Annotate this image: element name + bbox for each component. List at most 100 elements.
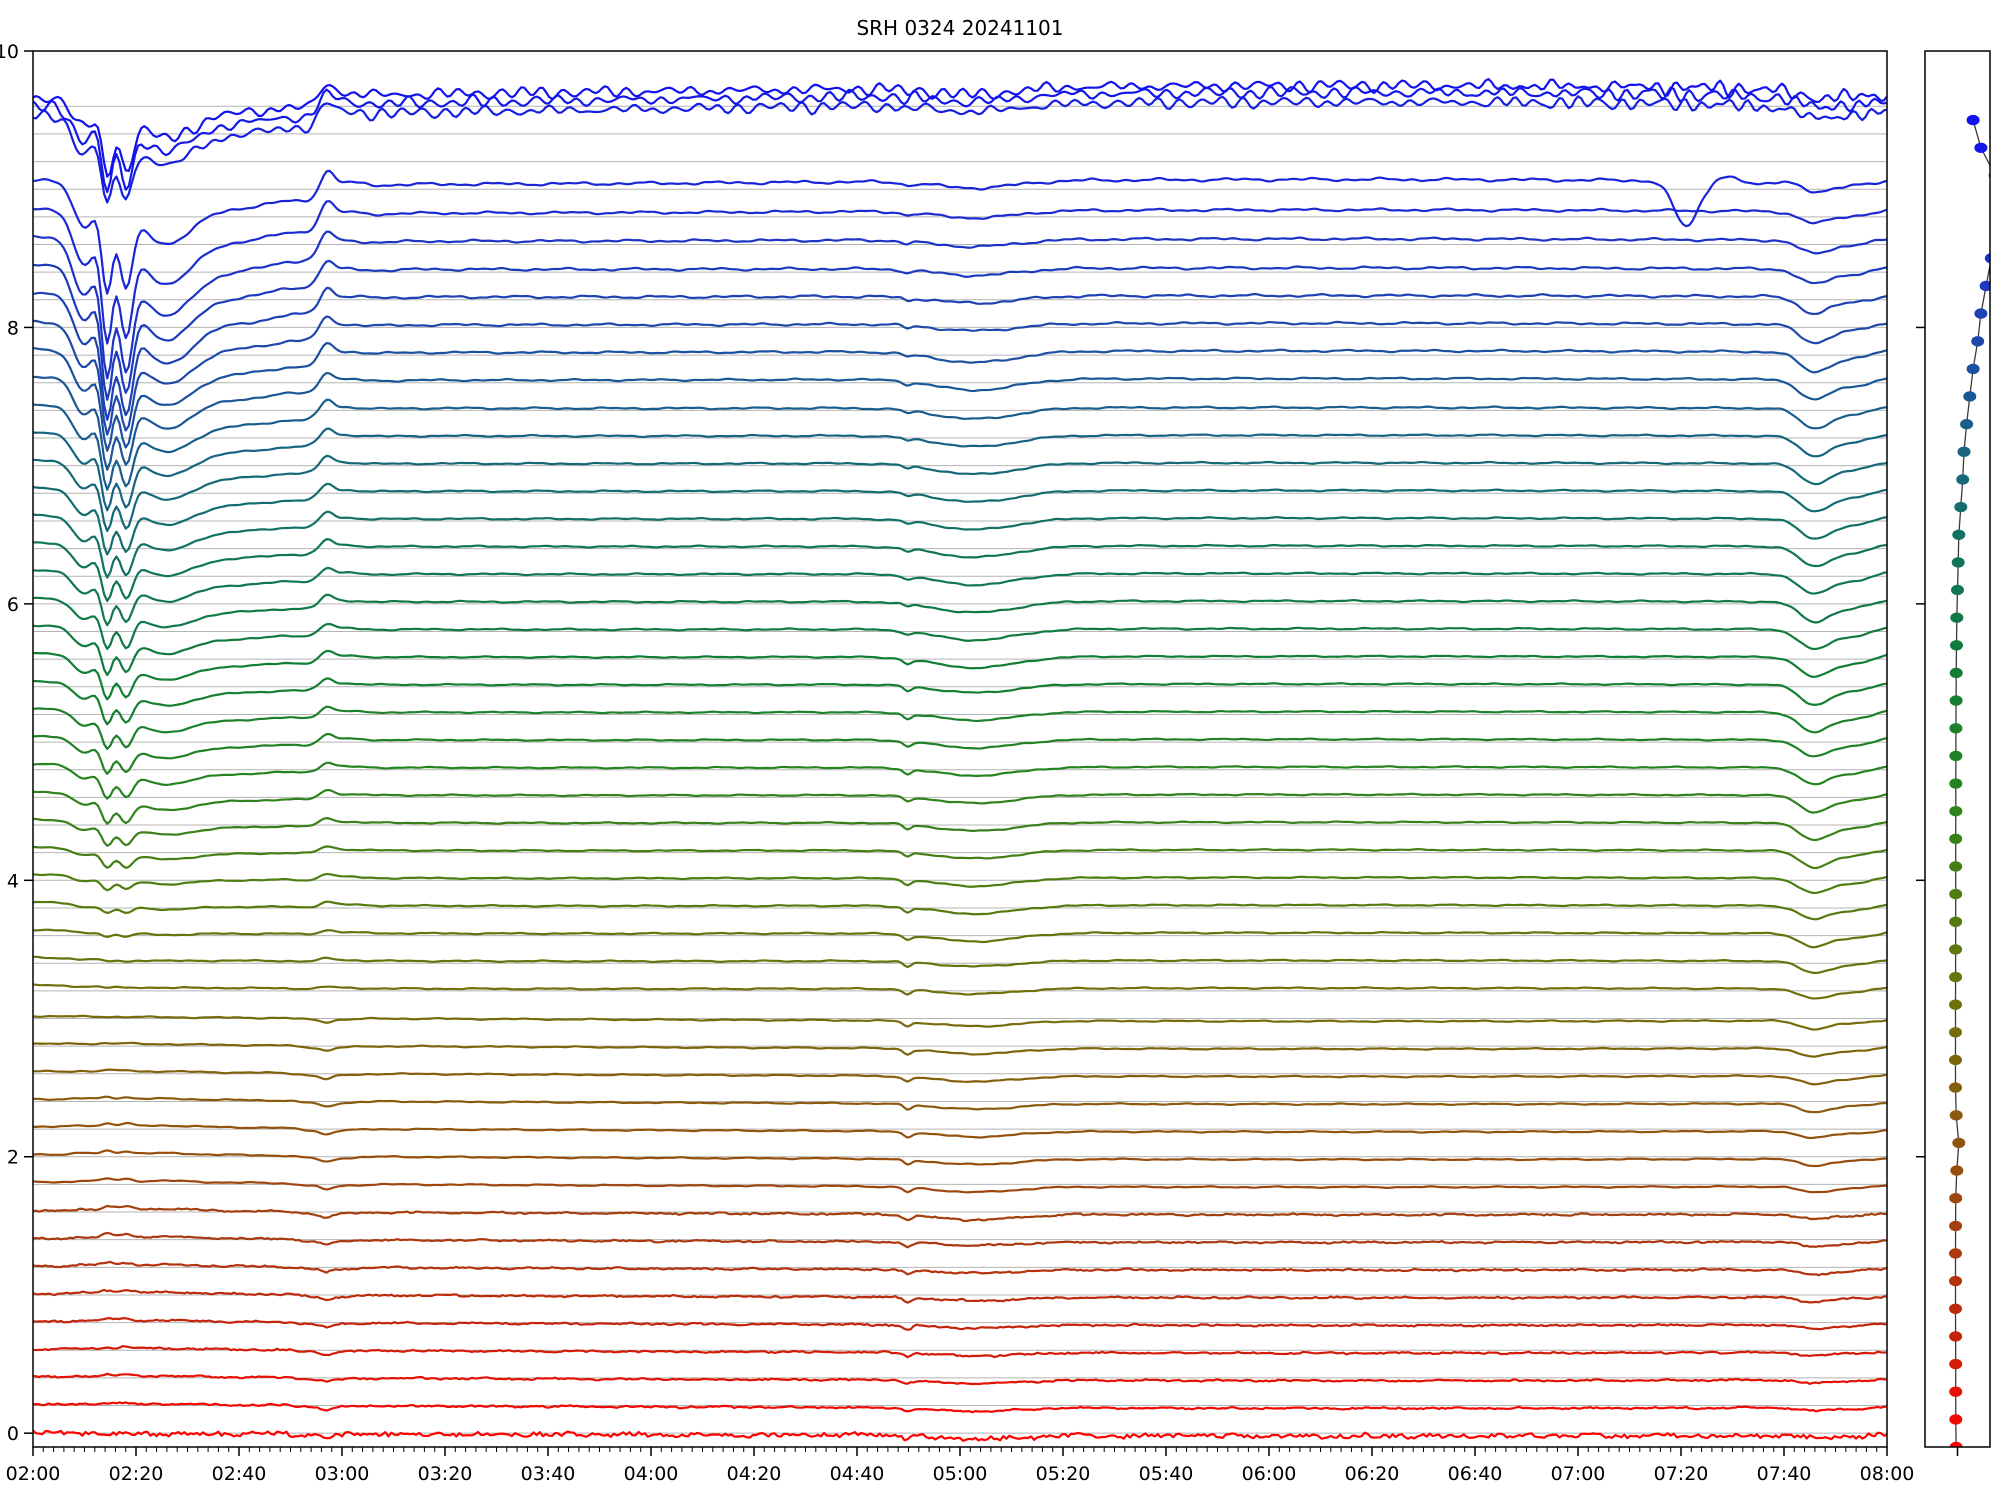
spectrum-dot bbox=[1949, 1303, 1962, 1315]
spectrum-dot bbox=[1949, 750, 1963, 762]
trace-line bbox=[33, 538, 1887, 603]
trace-line bbox=[33, 1288, 1887, 1304]
y-tick-label: 8 bbox=[7, 317, 19, 339]
y-tick-label: 6 bbox=[7, 594, 19, 616]
spectrum-dot bbox=[1979, 280, 1990, 292]
x-tick-label: 02:20 bbox=[109, 1463, 164, 1485]
x-tick-label: 05:00 bbox=[933, 1463, 988, 1485]
trace-line bbox=[33, 900, 1887, 921]
trace-line bbox=[33, 983, 1887, 1000]
trace-line bbox=[33, 398, 1887, 491]
spectrum-dot bbox=[1949, 667, 1963, 679]
x-tick-label: 03:40 bbox=[521, 1463, 576, 1485]
trace-line bbox=[33, 1177, 1887, 1194]
x-tick-label: 04:40 bbox=[830, 1463, 885, 1485]
spectrum-dot bbox=[1952, 1137, 1966, 1149]
x-tick-label: 06:40 bbox=[1448, 1463, 1503, 1485]
spectrum-dot bbox=[1949, 944, 1963, 955]
trace-line bbox=[33, 872, 1887, 895]
x-tick-label: 02:00 bbox=[6, 1463, 61, 1485]
trace-line bbox=[33, 593, 1887, 651]
x-tick-label: 05:40 bbox=[1139, 1463, 1194, 1485]
spectrum-dot bbox=[1951, 557, 1965, 568]
spectrum-dot bbox=[1949, 999, 1962, 1010]
trace-line bbox=[33, 677, 1887, 726]
spectrum-dot bbox=[1949, 1054, 1962, 1066]
spectrum-dot bbox=[1995, 198, 2000, 208]
trace-line bbox=[33, 259, 1887, 401]
spectrum-dot bbox=[1949, 723, 1963, 734]
spectrum-dot bbox=[1949, 1110, 1963, 1121]
x-tick-label: 06:00 bbox=[1242, 1463, 1297, 1485]
spectrum-dot bbox=[1949, 1331, 1963, 1342]
spectrum-dot bbox=[1949, 1414, 1963, 1425]
spectrum-dot bbox=[1949, 1248, 1962, 1259]
spectrum-dot bbox=[1960, 419, 1974, 430]
spectrum-dot bbox=[1949, 861, 1963, 872]
spectrum-dot bbox=[1963, 391, 1977, 402]
trace-line bbox=[33, 1317, 1887, 1331]
trace-line bbox=[33, 732, 1887, 775]
trace-line bbox=[33, 286, 1887, 421]
spectrum-dot bbox=[1954, 501, 1968, 513]
spectrum-panel-background bbox=[1925, 51, 1990, 1447]
x-tick-label: 07:40 bbox=[1757, 1463, 1812, 1485]
spectrum-dot bbox=[1949, 1193, 1963, 1204]
spectrum-dot bbox=[1966, 114, 1980, 126]
spectrum-dot bbox=[1974, 308, 1988, 319]
trace-line bbox=[33, 1095, 1887, 1114]
spectrum-dot bbox=[1974, 142, 1988, 153]
spectrum-dot bbox=[1956, 474, 1970, 485]
trace-line bbox=[33, 1372, 1887, 1386]
x-tick-label: 02:40 bbox=[212, 1463, 267, 1485]
trace-line bbox=[33, 1260, 1887, 1277]
spectrum-dot bbox=[1984, 253, 1990, 264]
spectrum-dot bbox=[1966, 363, 1980, 375]
spectrum-dot bbox=[1949, 1275, 1962, 1287]
trace-line bbox=[33, 85, 1887, 194]
trace-line bbox=[33, 1429, 1887, 1442]
x-tick-label: 08:00 bbox=[1860, 1463, 1915, 1485]
trace-line bbox=[33, 817, 1887, 847]
x-tick-label: 03:20 bbox=[418, 1463, 473, 1485]
y-tick-label: 4 bbox=[7, 870, 19, 892]
trace-line bbox=[33, 200, 1887, 345]
trace-line bbox=[33, 761, 1887, 800]
spectrum-dot bbox=[1949, 1358, 1963, 1370]
spectrum-dot bbox=[1949, 1386, 1963, 1397]
trace-line bbox=[33, 705, 1887, 750]
spectrum-dot bbox=[1949, 1441, 1963, 1447]
spectrum-dot bbox=[1950, 612, 1964, 623]
spectrum-dot bbox=[1950, 640, 1963, 651]
spectrum-dot bbox=[1950, 1165, 1964, 1176]
x-tick-label: 05:20 bbox=[1036, 1463, 1091, 1485]
spectrum-dot bbox=[1949, 806, 1963, 817]
trace-line bbox=[33, 371, 1887, 471]
trace-line bbox=[33, 622, 1887, 677]
spectrum-dot bbox=[1949, 1027, 1962, 1038]
plot-title: SRH 0324 20241101 bbox=[856, 16, 1064, 40]
trace-line bbox=[33, 566, 1887, 627]
trace-line bbox=[33, 95, 1887, 204]
x-tick-label: 04:20 bbox=[727, 1463, 782, 1485]
trace-line bbox=[33, 342, 1887, 452]
spectrum-dot bbox=[1957, 446, 1971, 457]
spectrum-dot bbox=[1949, 1082, 1962, 1093]
spectrum-dot bbox=[1949, 833, 1963, 844]
trace-line bbox=[33, 315, 1887, 436]
spectrum-dot bbox=[1949, 778, 1963, 789]
trace-line bbox=[33, 845, 1887, 870]
trace-line bbox=[33, 649, 1887, 701]
spectrum-dot bbox=[1949, 971, 1963, 983]
x-tick-label: 06:20 bbox=[1345, 1463, 1400, 1485]
x-tick-label: 07:20 bbox=[1654, 1463, 1709, 1485]
spectrum-dot bbox=[1971, 336, 1985, 347]
spectrum-dot bbox=[1952, 529, 1966, 540]
trace-line bbox=[33, 928, 1887, 949]
trace-line bbox=[33, 955, 1887, 975]
trace-line bbox=[33, 1231, 1887, 1249]
trace-line bbox=[33, 454, 1887, 533]
trace-line bbox=[33, 1149, 1887, 1168]
spectrum-dot bbox=[1991, 226, 2000, 236]
